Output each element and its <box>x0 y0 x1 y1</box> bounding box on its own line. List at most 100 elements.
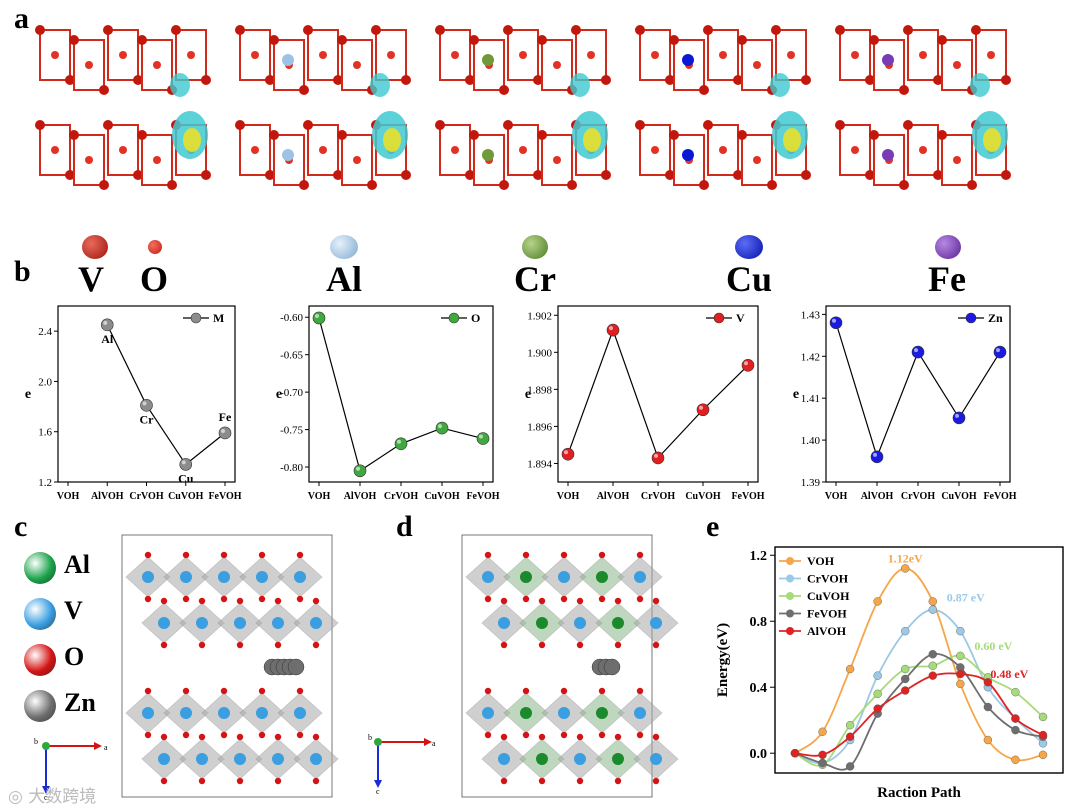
vanadium-atom <box>269 130 279 140</box>
legend-label-cu: Cu <box>726 259 773 299</box>
y-tick-label: 1.42 <box>801 351 820 363</box>
oxygen-atom <box>182 551 190 559</box>
oxygen-atom <box>522 595 530 603</box>
panel-label-d: d <box>396 510 413 543</box>
vanadium-atom <box>265 75 275 85</box>
bond-frame <box>73 39 105 91</box>
y-tick-label: 0.0 <box>750 747 768 762</box>
bond-frame <box>507 124 539 176</box>
legend-label: Zn <box>988 311 1003 325</box>
oxygen-atom <box>484 551 492 559</box>
bond-frame <box>575 29 607 81</box>
oxygen-atom <box>182 595 190 603</box>
vanadium-atom <box>567 180 577 190</box>
vanadium-atom <box>133 170 143 180</box>
legend-label-v: V <box>78 259 104 299</box>
vanadium-atom <box>256 707 268 719</box>
vanadium-atom <box>201 75 211 85</box>
vanadium-atom <box>520 571 532 583</box>
vanadium-atom <box>835 120 845 130</box>
vanadium-atom <box>137 130 147 140</box>
data-point <box>651 451 665 465</box>
legend-marker <box>786 627 794 635</box>
data-point <box>1011 725 1020 735</box>
axis-label-b: b <box>34 737 38 746</box>
vanadium-atom <box>401 170 411 180</box>
y-tick-label: 1.40 <box>801 435 821 447</box>
oxygen-atom <box>719 51 727 59</box>
oxygen-atom <box>160 733 168 741</box>
oxygen-atom <box>144 595 152 603</box>
data-point-highlight <box>103 320 108 325</box>
oxygen-atom <box>312 733 320 741</box>
data-point <box>312 311 326 325</box>
legend-label: M <box>213 311 224 325</box>
axis-label-c: c <box>44 793 48 800</box>
oxygen-atom <box>538 597 546 605</box>
bond-frame <box>741 39 773 91</box>
structure-legend-label: V <box>64 596 83 625</box>
oxygen-atom <box>484 595 492 603</box>
oxygen-atom <box>312 641 320 649</box>
data-point <box>901 674 910 684</box>
bond-frame <box>141 39 173 91</box>
oxygen-atom <box>274 597 282 605</box>
vanadium-atom <box>256 571 268 583</box>
oxygen-atom <box>614 597 622 605</box>
legend-marker <box>786 557 794 565</box>
oxygen-atom <box>522 687 530 695</box>
vanadium-atom <box>596 571 608 583</box>
oxygen-atom <box>587 51 595 59</box>
data-point-highlight <box>438 424 442 429</box>
vanadium-atom <box>272 617 284 629</box>
data-point <box>818 750 827 760</box>
bond-frame <box>307 29 339 81</box>
bond-frame <box>873 134 905 186</box>
oxygen-atom <box>274 733 282 741</box>
oxygen-atom <box>160 597 168 605</box>
data-point <box>435 421 449 435</box>
oxygen-atom <box>598 731 606 739</box>
vanadium-atom <box>571 25 581 35</box>
vanadium-atom <box>337 130 347 140</box>
oxygen-atom <box>144 731 152 739</box>
plot-frame <box>774 546 1064 774</box>
unit-cell-box <box>461 534 653 798</box>
bond-frame <box>341 39 373 91</box>
vanadium-atom <box>234 617 246 629</box>
y-tick-label: 2.0 <box>38 376 52 388</box>
legend-label: VOH <box>807 554 835 568</box>
vanadium-atom <box>299 85 309 95</box>
oxygen-atom <box>451 51 459 59</box>
data-point <box>928 671 937 680</box>
bond-frame <box>907 124 939 176</box>
oxygen-atom <box>296 687 304 695</box>
vanadium-atom <box>180 571 192 583</box>
oxygen-atom <box>576 641 584 649</box>
axis-triad-d: a b c <box>368 733 436 796</box>
oxygen-atom <box>614 777 622 785</box>
vanadium-atom <box>899 180 909 190</box>
data-point <box>829 316 843 330</box>
copper-ball-icon <box>735 235 763 259</box>
bond-frame <box>873 39 905 91</box>
bader-charge-chart-metal: 1.2 1.6 2.0 2.4 VOH AlVOH CrVOH CuVOH FeVOH e Al Cr… <box>25 305 242 502</box>
data-point <box>993 345 1007 359</box>
vanadium-atom <box>635 25 645 35</box>
bond-frame <box>473 39 505 91</box>
panel-label-a: a <box>14 2 29 35</box>
x-tick-label: AlVOH <box>861 491 894 502</box>
axis-label-a: a <box>104 743 108 752</box>
vanadium-atom <box>465 75 475 85</box>
oxygen-atom <box>500 777 508 785</box>
x-tick-label: FeVOH <box>208 491 241 502</box>
data-point <box>218 426 232 440</box>
oxygen-atom <box>51 146 59 154</box>
vanadium-atom <box>196 753 208 765</box>
energy-barrier-label: 0.48 eV <box>990 667 1028 681</box>
vanadium-atom <box>650 753 662 765</box>
x-tick-label: CuVOH <box>168 491 204 502</box>
vanadium-atom <box>142 707 154 719</box>
series-line <box>835 322 1001 459</box>
vanadium-atom <box>65 75 75 85</box>
